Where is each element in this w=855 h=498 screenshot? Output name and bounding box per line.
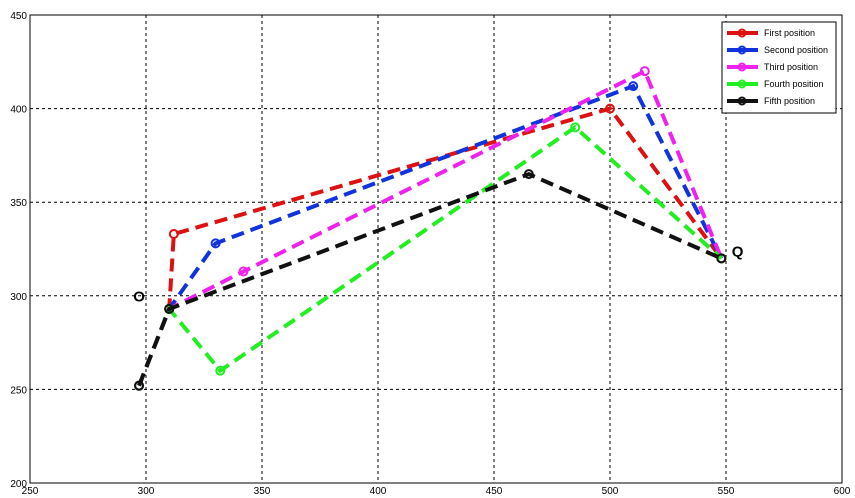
x-tick-label: 550 [718,486,735,497]
point-annotations: OQ [133,243,744,305]
y-tick-label: 200 [10,479,27,490]
series-line [137,83,724,387]
plot-area [29,14,843,484]
series-point [215,365,226,376]
series-point [628,81,639,92]
legend-marker [737,45,747,55]
legend-label: First position [764,28,815,38]
x-tick-label: 300 [138,486,155,497]
y-tick-label: 250 [10,385,27,396]
legend-marker [737,62,747,72]
series-line [137,68,724,387]
legend-marker [737,79,747,89]
y-tick-label: 450 [10,11,27,22]
x-tick-label: 600 [834,486,851,497]
legend: First position Second position Third posit… [721,21,837,114]
x-tick-label: 450 [486,486,503,497]
legend-marker [737,28,747,38]
series-point [639,66,650,77]
series-point [523,169,534,180]
x-tick-label: 500 [602,486,619,497]
series-point [605,103,615,114]
series-point [238,266,249,277]
legend-label: Fifth position [764,96,815,106]
data-series [134,66,727,391]
legend-label: Fourth position [764,79,824,89]
x-tick-label: 250 [22,486,39,497]
point-label: Q [732,243,744,260]
y-tick-label: 400 [10,105,27,116]
series-point [134,380,145,391]
y-tick-label: 350 [10,198,27,209]
x-axis-ticks: 250 300 350 400 450 500 550 600 [22,486,851,497]
series-point [164,303,175,314]
point-label: O [133,288,145,305]
x-tick-label: 400 [370,486,387,497]
series-point [168,229,179,240]
series-line [137,124,723,387]
y-tick-label: 300 [10,292,27,303]
x-tick-label: 350 [254,486,271,497]
series-line [137,171,723,387]
series-point [570,122,581,133]
series-point [716,253,727,264]
legend-label: Second position [764,45,828,55]
y-axis-ticks: 200 250 300 350 400 450 [10,11,27,490]
legend-label: Third position [764,62,818,72]
legend-marker [737,96,747,106]
series-point [210,238,221,249]
